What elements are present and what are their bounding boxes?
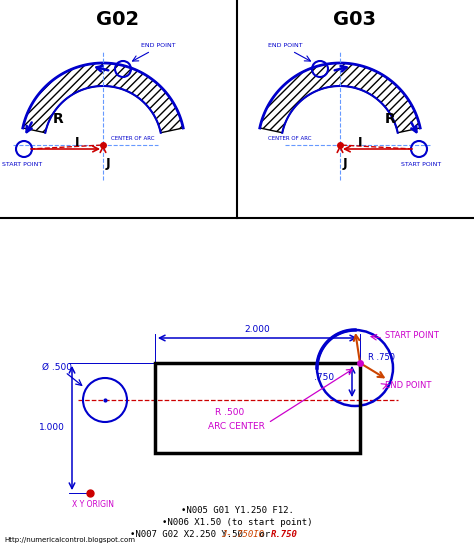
Text: R .750: R .750 <box>368 353 395 362</box>
Text: •N006 X1.50 (to start point): •N006 X1.50 (to start point) <box>162 518 312 527</box>
Text: START POINT: START POINT <box>401 162 441 167</box>
Text: Http://numericalcontrol.blogspot.com: Http://numericalcontrol.blogspot.com <box>4 537 135 543</box>
Text: START POINT: START POINT <box>385 331 439 340</box>
Text: CENTER OF ARC: CENTER OF ARC <box>111 136 155 141</box>
Text: J: J <box>106 157 110 170</box>
Text: ARC CENTER: ARC CENTER <box>208 422 265 431</box>
Text: Ø .500: Ø .500 <box>42 363 72 372</box>
Text: R: R <box>385 112 396 126</box>
Text: X Y ORIGIN: X Y ORIGIN <box>72 500 114 509</box>
Text: CENTER OF ARC: CENTER OF ARC <box>268 136 311 141</box>
Text: R: R <box>53 112 64 126</box>
Text: END POINT: END POINT <box>385 381 431 390</box>
Text: J: J <box>343 157 347 170</box>
Text: 1.000: 1.000 <box>39 424 65 432</box>
Text: G03: G03 <box>334 10 376 29</box>
Text: 2.000: 2.000 <box>245 325 270 334</box>
Text: •N007 G02 X2.250 Y.50: •N007 G02 X2.250 Y.50 <box>130 530 248 539</box>
Text: R .500: R .500 <box>215 408 244 417</box>
Text: .750: .750 <box>314 373 334 381</box>
Text: END POINT: END POINT <box>141 43 175 48</box>
Text: I: I <box>75 136 80 149</box>
Text: END POINT: END POINT <box>268 43 302 48</box>
Text: R.750: R.750 <box>271 530 298 539</box>
Text: J-.750I0: J-.750I0 <box>221 530 264 539</box>
Text: START POINT: START POINT <box>2 162 42 167</box>
Text: I: I <box>358 136 363 149</box>
Text: or: or <box>255 530 276 539</box>
Text: G02: G02 <box>96 10 139 29</box>
Polygon shape <box>23 63 183 133</box>
Text: •N005 G01 Y1.250 F12.: •N005 G01 Y1.250 F12. <box>181 506 293 515</box>
Polygon shape <box>260 63 420 133</box>
Bar <box>155 363 360 453</box>
